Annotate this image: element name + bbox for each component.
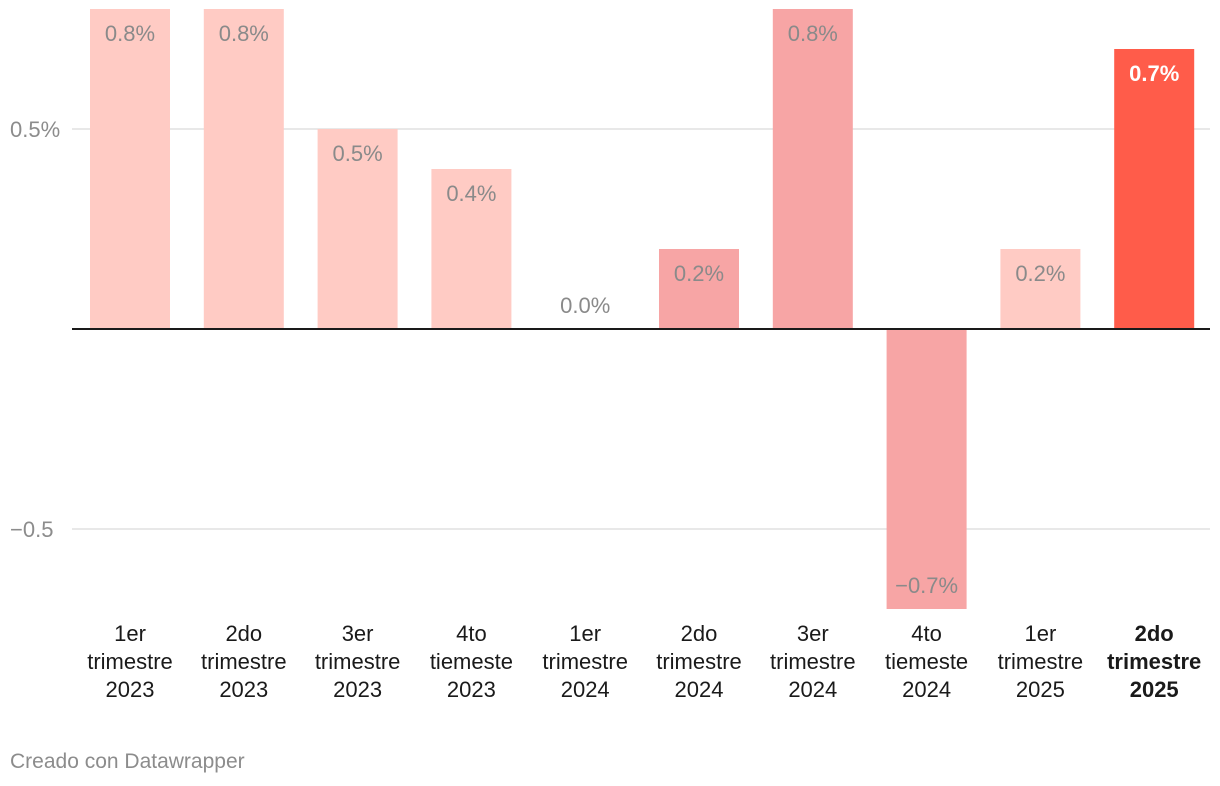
x-category-label-line: 2024 — [788, 677, 837, 702]
bar — [1000, 249, 1081, 329]
bar — [886, 329, 967, 609]
bar-value-label: 0.7% — [1129, 61, 1179, 86]
x-category-label-line: 4to — [911, 621, 942, 646]
x-category-label-line: 2024 — [902, 677, 951, 702]
x-category-label-line: trimestre — [315, 649, 401, 674]
x-category-label-line: trimestre — [1107, 649, 1201, 674]
bar-value-label: 0.2% — [1015, 261, 1065, 286]
bar — [772, 9, 853, 329]
bar-value-label: 0.2% — [674, 261, 724, 286]
bars — [90, 9, 1195, 609]
x-category-label-line: trimestre — [998, 649, 1084, 674]
x-category-label: 2do trimestre 2025 — [1107, 621, 1201, 702]
bar — [1114, 49, 1195, 329]
x-category-label-line: tiemeste — [430, 649, 513, 674]
footer-credit: Creado con Datawrapper — [10, 750, 245, 773]
x-category-label-line: 1er — [114, 621, 146, 646]
x-category-label-line: 1er — [569, 621, 601, 646]
x-category-label-line: 2024 — [561, 677, 610, 702]
x-category-label-line: 1er — [1025, 621, 1057, 646]
x-category-label: 3er trimestre 2023 — [315, 621, 401, 702]
x-category-label-line: tiemeste — [885, 649, 968, 674]
x-category-label-line: 2023 — [333, 677, 382, 702]
x-category-label-line: 2do — [225, 621, 262, 646]
x-category-label-line: trimestre — [656, 649, 742, 674]
x-category-label: 4to tiemeste 2023 — [430, 621, 513, 702]
bar-value-label: 0.4% — [446, 181, 496, 206]
x-axis-category-labels: 1er trimestre 2023 2do trimestre 2023 3er trime… — [87, 621, 1201, 702]
x-category-label: 2do trimestre 2024 — [656, 621, 742, 702]
x-category-label-line: 4to — [456, 621, 487, 646]
x-category-label-line: 2024 — [675, 677, 724, 702]
x-category-label-line: 2023 — [106, 677, 155, 702]
bar — [431, 169, 512, 329]
x-category-label-line: trimestre — [87, 649, 173, 674]
x-category-label: 1er trimestre 2024 — [542, 621, 628, 702]
bar-value-label: 0.8% — [788, 21, 838, 46]
x-category-label: 2do trimestre 2023 — [201, 621, 287, 702]
x-category-label-line: 2023 — [447, 677, 496, 702]
y-axis-tick-labels: 0.5% −0.5 — [10, 117, 60, 542]
bar — [317, 129, 398, 329]
x-category-label-line: 3er — [342, 621, 374, 646]
x-category-label-line: 2025 — [1016, 677, 1065, 702]
x-category-label: 1er trimestre 2023 — [87, 621, 173, 702]
bar-value-label: 0.8% — [219, 21, 269, 46]
x-category-label: 1er trimestre 2025 — [998, 621, 1084, 702]
x-category-label-line: 2025 — [1130, 677, 1179, 702]
bar — [90, 9, 170, 329]
x-category-label-line: trimestre — [542, 649, 628, 674]
x-category-label-line: trimestre — [770, 649, 856, 674]
bar-value-label: 0.8% — [105, 21, 155, 46]
y-tick-label: 0.5% — [10, 117, 60, 142]
bar — [659, 249, 739, 329]
bar-value-label: 0.0% — [560, 293, 610, 318]
bar-value-labels: 0.8% 0.8% 0.5% 0.4% 0.0% 0.2% 0.8% −0.7% 0.2% 0.7… — [105, 21, 1179, 598]
x-category-label: 3er trimestre 2024 — [770, 621, 856, 702]
x-category-label-line: 2023 — [219, 677, 268, 702]
x-category-label-line: trimestre — [201, 649, 287, 674]
x-category-label-line: 2do — [681, 621, 718, 646]
bar — [203, 9, 284, 329]
x-category-label: 4to tiemeste 2024 — [885, 621, 968, 702]
y-tick-label: −0.5 — [10, 517, 53, 542]
x-category-label-line: 3er — [797, 621, 829, 646]
bar-value-label: −0.7% — [895, 573, 958, 598]
bar-value-label: 0.5% — [333, 141, 383, 166]
x-category-label-line: 2do — [1135, 621, 1174, 646]
